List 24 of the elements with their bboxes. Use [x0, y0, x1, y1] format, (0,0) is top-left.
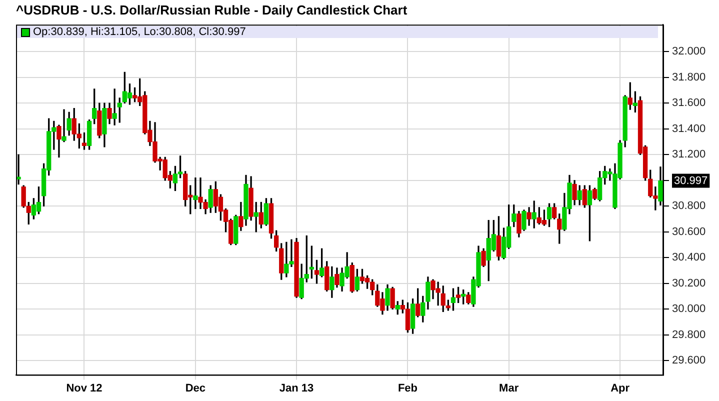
x-tick-label: Mar — [499, 382, 520, 394]
x-tick-label: Jan 13 — [279, 382, 314, 394]
y-tick-label: 29.600 — [672, 354, 706, 367]
x-tick-label: Dec — [185, 382, 206, 394]
y-tick-label: 29.800 — [672, 328, 706, 341]
chart-title: ^USDRUB - U.S. Dollar/Russian Ruble - Daily Candlestick Chart — [16, 2, 408, 18]
y-tick-label: 31.200 — [672, 148, 706, 161]
y-tick-label: 30.000 — [672, 303, 706, 316]
y-tick-label: 30.200 — [672, 277, 706, 290]
candlestick — [193, 177, 198, 210]
y-tick-label: 30.600 — [672, 226, 706, 238]
annotation: Op:30.839, Hi:31.105, Lo:30.808, Cl:30.997 — [33, 26, 246, 38]
x-tick-label: Apr — [610, 382, 630, 394]
y-tick-label: 30.400 — [672, 252, 706, 264]
y-tick-label: 31.800 — [672, 71, 706, 84]
x-tick-label: Nov 12 — [66, 382, 102, 394]
y-tick-label: 32.000 — [672, 46, 706, 58]
info-strip: Op:30.839, Hi:31.105, Lo:30.808, Cl:30.997 — [17, 26, 658, 38]
x-tick-label: Feb — [398, 382, 418, 394]
y-tick-label: 31.400 — [672, 122, 706, 135]
y-tick-label: 30.800 — [672, 200, 706, 212]
y-tick-label: 31.600 — [672, 97, 706, 110]
candlestick — [112, 88, 117, 126]
text: 30.997 — [674, 174, 708, 187]
